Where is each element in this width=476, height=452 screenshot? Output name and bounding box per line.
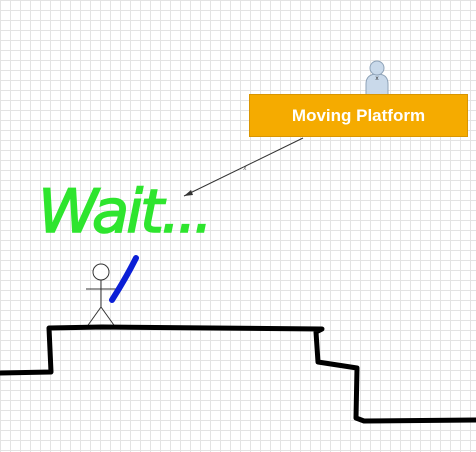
svg-text:x: x xyxy=(243,165,247,172)
moving-platform-label: Moving Platform xyxy=(292,106,425,126)
user-avatar-icon[interactable]: x xyxy=(366,61,388,95)
svg-text:x: x xyxy=(375,75,379,82)
bat-stroke xyxy=(112,258,136,300)
moving-platform-box[interactable]: Moving Platform xyxy=(249,94,468,137)
wait-note-text: Wait... xyxy=(38,177,210,247)
ground-outline xyxy=(0,327,476,421)
wait-note: Wait... xyxy=(38,177,210,247)
